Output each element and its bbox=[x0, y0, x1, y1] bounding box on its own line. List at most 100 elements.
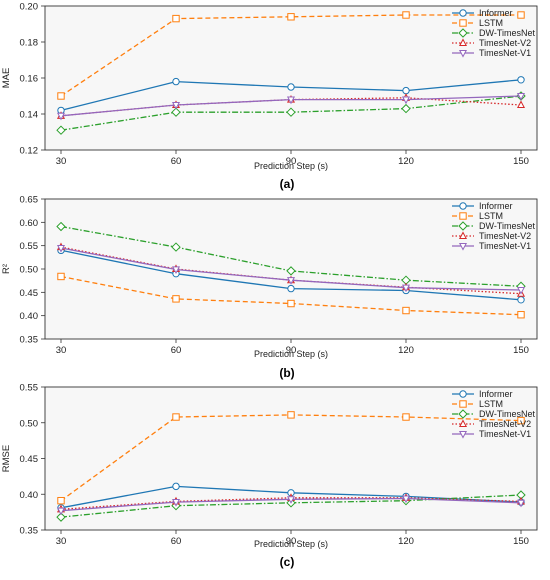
series-timesnet-v1 bbox=[56, 92, 526, 121]
data-point bbox=[516, 100, 526, 109]
data-point bbox=[516, 286, 526, 295]
x-tick-label: 120 bbox=[398, 345, 414, 356]
legend-marker bbox=[458, 242, 468, 251]
legend-label: TimesNet-V1 bbox=[479, 429, 531, 439]
legend-label: TimesNet-V1 bbox=[479, 48, 531, 58]
legend-label: TimesNet-V2 bbox=[479, 419, 531, 429]
legend-marker bbox=[458, 221, 468, 231]
legend-marker bbox=[459, 19, 467, 27]
data-point bbox=[517, 416, 525, 425]
data-point bbox=[57, 92, 65, 100]
x-tick-label: 90 bbox=[286, 345, 297, 356]
legend-label: TimesNet-V2 bbox=[479, 38, 531, 48]
x-tick-label: 150 bbox=[513, 156, 529, 167]
y-tick-label: 0.14 bbox=[20, 110, 39, 121]
legend-label: TimesNet-V2 bbox=[479, 231, 531, 241]
y-tick-label: 0.55 bbox=[20, 241, 39, 252]
y-tick-label: 0.45 bbox=[20, 288, 39, 299]
legend-marker bbox=[458, 419, 468, 428]
legend-label: DW-TimesNet bbox=[479, 409, 535, 419]
data-point bbox=[286, 96, 296, 105]
x-tick-label: 90 bbox=[286, 156, 297, 167]
y-tick-label: 0.40 bbox=[20, 490, 39, 501]
data-point bbox=[401, 284, 411, 293]
data-point bbox=[401, 495, 411, 504]
series-lstm bbox=[57, 411, 525, 505]
data-point bbox=[56, 512, 66, 522]
data-point bbox=[516, 499, 526, 508]
chart-panel: 0.35 0.40 0.45 0.50 0.55 0.60 0.65 30 60 90 120 150… bbox=[1, 195, 538, 380]
legend-marker bbox=[459, 202, 467, 210]
data-point bbox=[401, 96, 411, 105]
data-point bbox=[56, 221, 66, 232]
panel-caption: (c) bbox=[280, 555, 295, 569]
legend-label: DW-TimesNet bbox=[479, 28, 535, 38]
data-point bbox=[286, 496, 296, 504]
data-point bbox=[171, 266, 181, 275]
legend-label: Informer bbox=[479, 389, 513, 399]
legend-label: LSTM bbox=[479, 18, 503, 28]
x-tick-label: 30 bbox=[56, 156, 67, 167]
plot-frame bbox=[44, 5, 538, 151]
y-tick-label: 0.35 bbox=[20, 526, 39, 537]
data-point bbox=[517, 11, 525, 19]
y-tick-label: 0.55 bbox=[20, 383, 39, 394]
x-tick-label: 60 bbox=[171, 156, 182, 167]
x-tick-label: 120 bbox=[398, 156, 414, 167]
legend-label: LSTM bbox=[479, 399, 503, 409]
data-point bbox=[287, 13, 295, 21]
legend-marker bbox=[458, 49, 468, 58]
series-timesnet-v1 bbox=[56, 495, 526, 516]
legend: InformerLSTMDW-TimesNetTimesNet-V2TimesN… bbox=[452, 201, 535, 251]
series-lstm bbox=[57, 11, 525, 100]
data-point bbox=[287, 411, 295, 419]
legend: InformerLSTMDW-TimesNetTimesNet-V2TimesN… bbox=[452, 389, 535, 439]
data-point bbox=[402, 413, 410, 421]
y-tick-label: 0.18 bbox=[20, 38, 39, 49]
data-point bbox=[172, 413, 180, 421]
plot-frame bbox=[44, 198, 538, 340]
data-point bbox=[172, 482, 180, 491]
x-axis-label: Prediction Step (s) bbox=[254, 161, 328, 171]
x-tick-label: 150 bbox=[513, 345, 529, 356]
data-point bbox=[516, 92, 526, 101]
x-tick-label: 90 bbox=[286, 536, 297, 547]
y-tick-label: 0.50 bbox=[20, 418, 39, 429]
x-tick-label: 30 bbox=[56, 536, 67, 547]
data-point bbox=[401, 103, 411, 114]
y-axis-label: R² bbox=[1, 264, 12, 274]
data-point bbox=[56, 507, 66, 516]
data-point bbox=[171, 101, 181, 110]
y-tick-label: 0.65 bbox=[20, 195, 39, 206]
data-point bbox=[57, 496, 65, 505]
legend-marker bbox=[459, 400, 467, 408]
y-tick-label: 0.60 bbox=[20, 218, 39, 229]
x-tick-label: 30 bbox=[56, 345, 67, 356]
plot-frame bbox=[44, 386, 538, 531]
data-point bbox=[402, 86, 410, 95]
data-point bbox=[286, 277, 296, 285]
y-tick-label: 0.16 bbox=[20, 74, 39, 85]
legend-marker bbox=[458, 38, 468, 47]
data-point bbox=[517, 311, 525, 319]
x-axis-label: Prediction Step (s) bbox=[254, 349, 328, 359]
data-point bbox=[402, 11, 410, 19]
legend-marker bbox=[459, 9, 467, 17]
chart-panel: 0.35 0.40 0.45 0.50 0.55 30 60 90 120 150 Predicti… bbox=[1, 383, 538, 569]
y-tick-label: 0.35 bbox=[20, 335, 39, 346]
data-point bbox=[286, 266, 296, 276]
data-point bbox=[517, 296, 525, 304]
legend-marker bbox=[459, 390, 467, 398]
y-tick-label: 0.12 bbox=[20, 146, 39, 157]
series-informer bbox=[57, 76, 525, 115]
data-point bbox=[287, 83, 295, 91]
y-tick-label: 0.40 bbox=[20, 311, 39, 322]
data-point bbox=[56, 125, 66, 135]
data-point bbox=[56, 112, 66, 121]
data-point bbox=[171, 242, 181, 252]
chart-panel: 0.12 0.14 0.16 0.18 0.20 30 60 90 120 150 Predicti… bbox=[1, 2, 538, 191]
data-point bbox=[171, 107, 181, 117]
x-tick-label: 60 bbox=[171, 345, 182, 356]
